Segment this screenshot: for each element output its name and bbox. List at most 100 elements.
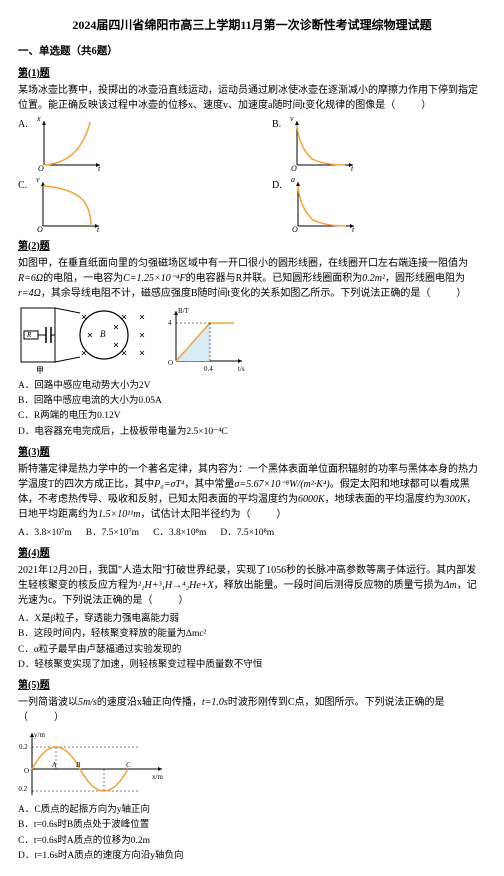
q3-T1: 6000K [298, 494, 325, 505]
q5-options: A．C质点的起振方向为y轴正向 B．t=0.6s时B质点处于波峰位置 C．t=0… [18, 803, 486, 863]
q2-figures: R B 甲 B/T t/s O [18, 305, 486, 375]
q1-optA-label: A. [18, 117, 28, 132]
q5-v: 5m/s [78, 697, 97, 708]
svg-text:C: C [126, 761, 131, 769]
q5-optB: B．t=0.6s时B质点处于波峰位置 [18, 818, 486, 832]
svg-text:O: O [291, 164, 297, 172]
q4-options: A．X是β粒子，穿透能力强电离能力弱 B．这段时间内，轻核聚变释放的能量为Δmc… [18, 612, 486, 672]
svg-text:甲: 甲 [36, 366, 44, 375]
svg-text:O: O [168, 359, 173, 367]
section-heading: 一、单选题（共6题） [18, 44, 486, 60]
q2-stem-e: ，其余导线电阻不计，磁感应强度B随时间t变化的关系如图乙所示。下列说法正确的是 [41, 288, 420, 299]
q5-optA: A．C质点的起振方向为y轴正向 [18, 803, 486, 817]
q4-optC: C．α粒子最早由卢瑟福通过实验发现的 [18, 643, 486, 657]
q5-a: 一列简谐波以 [18, 697, 78, 708]
q3-number: 第(3)题 [18, 445, 486, 460]
q5-stem: 一列简谐波以5m/s的速度沿x轴正向传播，t=1.0s时波形刚传到C点，如图所示… [18, 695, 486, 725]
svg-text:t: t [352, 225, 355, 233]
q2-bt-graph: B/T t/s O 4 0.4 乙 [158, 305, 248, 375]
q3-optB: B．7.5×10⁷m [86, 526, 139, 540]
svg-text:O: O [38, 164, 44, 172]
q4-eq: ²₁H+³₁H→⁴₂He+X [138, 580, 214, 591]
q2-paren: （ ） [420, 288, 468, 299]
q4-optD: D．轻核聚变实现了加速，则轻核聚变过程中质量数不守恒 [18, 658, 486, 672]
svg-text:O: O [37, 225, 43, 233]
q4-b: ，释放出能量。一段时间后测得反应物的质量亏损为 [214, 580, 444, 591]
q4-number: 第(4)题 [18, 546, 486, 561]
svg-text:v: v [290, 117, 294, 123]
q3-d: ，地球表面的平均温度约为 [325, 494, 445, 505]
q2-options: A．回路中感应电动势大小为2V B．回路中感应电流的大小为0.05A C．R两端… [18, 379, 486, 439]
q1-optD-label: D. [272, 178, 282, 193]
q4-stem: 2021年12月20日，我国"人造太阳"打破世界纪录，实现了1056秒的长脉冲高… [18, 563, 486, 608]
svg-text:乙: 乙 [200, 374, 208, 375]
svg-text:x/m: x/m [152, 773, 163, 781]
svg-text:t: t [351, 164, 354, 172]
q5-optC: C．t=0.6s时A质点的位移为0.2m [18, 834, 486, 848]
q2-circuit-diagram: R B 甲 [18, 305, 148, 375]
q1-graph-D: a O t [288, 178, 358, 233]
svg-text:4: 4 [168, 319, 172, 327]
q1-graph-C: v O t [33, 178, 103, 233]
q4-dm: Δm [444, 580, 457, 591]
svg-text:-0.2: -0.2 [18, 785, 28, 793]
svg-text:y/m: y/m [34, 731, 45, 739]
svg-text:B: B [100, 329, 106, 339]
svg-text:t: t [97, 225, 100, 233]
q5-paren: （ ） [18, 712, 66, 723]
q1-optB-label: B. [272, 117, 281, 132]
svg-text:0.4: 0.4 [204, 365, 213, 373]
q3-paren: （ ） [240, 509, 288, 520]
q3-optC: C．3.8×10⁸m [153, 526, 206, 540]
q4-paren: （ ） [142, 595, 190, 606]
q2-optC: C．R两端的电压为0.12V [18, 409, 486, 423]
svg-text:O: O [292, 225, 298, 233]
q4-optA: A．X是β粒子，穿透能力强电离能力弱 [18, 612, 486, 626]
q2-stem: 如图甲，在垂直纸面向里的匀强磁场区域中有一开口很小的圆形线圈，在线圈开口左右端连… [18, 256, 486, 301]
q2-S: 0.2m² [362, 273, 385, 284]
q2-number: 第(2)题 [18, 239, 486, 254]
q1-number: 第(1)题 [18, 66, 486, 81]
q5-b: 的速度沿x轴正向传播， [97, 697, 202, 708]
q5-c: 时波形刚传到C点，如图所示。下列说法正确的是 [228, 697, 445, 708]
q3-b: ，其中常量 [184, 479, 234, 490]
q3-T2: 300K [445, 494, 467, 505]
q1-graph-B: v O t [287, 117, 357, 172]
q3-sigma: σ=5.67×10⁻⁸W/(m²·K⁴) [234, 479, 329, 490]
svg-text:t/s: t/s [238, 365, 245, 373]
q2-optB: B．回路中感应电流的大小为0.05A [18, 394, 486, 408]
svg-text:0.2: 0.2 [19, 743, 28, 751]
q1-figures: A. x O t B. v O t C. [18, 117, 486, 233]
q3-f: ，试估计太阳半径约为 [140, 509, 240, 520]
q5-optD: D．t=1.6s时A质点的速度方向沿y轴负向 [18, 849, 486, 863]
q5-wave-diagram: y/m x/m O 0.2 -0.2 A B C [18, 729, 168, 799]
svg-text:R: R [26, 331, 32, 339]
svg-text:B/T: B/T [178, 307, 190, 315]
q2-R: R=6Ω [18, 273, 43, 284]
q3-eq: P₀=σT⁴ [154, 479, 184, 490]
q2-stem-d: ，圆形线圈电阻为 [385, 273, 465, 284]
q1-graph-A: x O t [34, 117, 104, 172]
svg-text:x: x [36, 117, 41, 123]
q2-stem-a: 如图甲，在垂直纸面向里的匀强磁场区域中有一开口很小的圆形线圈，在线圈开口左右端连… [18, 258, 468, 269]
svg-text:v: v [36, 178, 40, 184]
q5-number: 第(5)题 [18, 678, 486, 693]
q2-stem-b: 的电阻，一电容为 [43, 273, 123, 284]
svg-text:O: O [24, 767, 29, 775]
q1-optC-label: C. [18, 178, 27, 193]
q3-stem: 斯特藩定律是热力学中的一个著名定律，其内容为：一个黑体表面单位面积辐射的功率与黑… [18, 462, 486, 522]
q3-optD: D．7.5×10⁸m [220, 526, 274, 540]
svg-text:a: a [291, 178, 295, 184]
q2-C: C=1.25×10⁻⁴F [123, 273, 186, 284]
q3-optA: A．3.8×10⁷m [18, 526, 72, 540]
page-title: 2024届四川省绵阳市高三上学期11月第一次诊断性考试理综物理试题 [18, 16, 486, 34]
q3-options: A．3.8×10⁷m B．7.5×10⁷m C．3.8×10⁸m D．7.5×1… [18, 526, 486, 540]
q2-r: r=4Ω [18, 288, 41, 299]
q2-optA: A．回路中感应电动势大小为2V [18, 379, 486, 393]
svg-text:B: B [76, 761, 81, 769]
q5-t0: t=1.0s [202, 697, 228, 708]
q2-stem-c: 的电容器与R并联。已知圆形线圈面积为 [186, 273, 363, 284]
q1-paren: （ ） [385, 100, 433, 111]
q3-dist: 1.5×10¹¹m [98, 509, 140, 520]
svg-text:t: t [98, 164, 101, 172]
